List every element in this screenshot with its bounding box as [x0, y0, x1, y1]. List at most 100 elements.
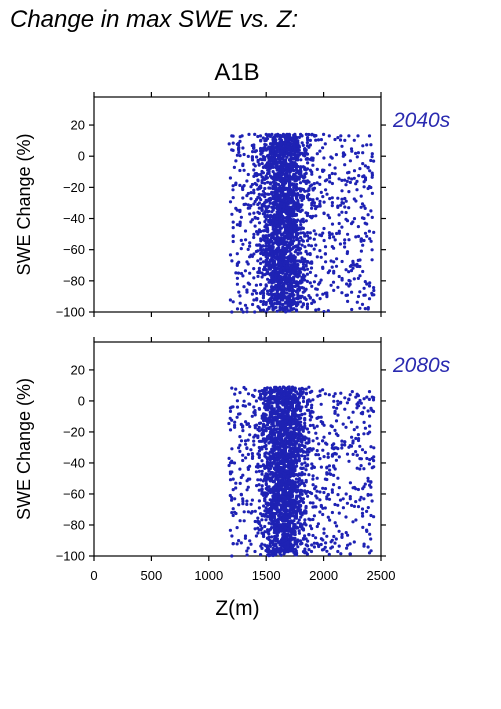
scatter-point	[369, 537, 373, 541]
scatter-point	[365, 456, 369, 461]
scatter-point	[237, 150, 241, 154]
scatter-point	[254, 465, 259, 469]
scatter-point	[298, 181, 303, 185]
scatter-point	[231, 234, 235, 239]
scatter-point	[328, 468, 332, 472]
scatter-point	[298, 209, 303, 214]
scatter-point	[281, 242, 285, 246]
scatter-point	[290, 195, 294, 200]
scatter-point	[279, 160, 284, 164]
scatter-point	[368, 424, 372, 428]
scatter-point	[337, 177, 341, 181]
scatter-point	[300, 541, 304, 546]
scatter-point	[311, 517, 315, 522]
scatter-point	[339, 134, 343, 138]
scatter-point	[366, 545, 370, 549]
scatter-point	[252, 162, 256, 166]
scatter-point	[267, 435, 271, 439]
scatter-point	[332, 442, 336, 446]
scatter-point	[260, 275, 264, 279]
scatter-point	[260, 459, 264, 463]
scatter-point	[274, 284, 278, 288]
scatter-point	[270, 163, 274, 167]
scatter-point	[257, 266, 261, 270]
scatter-point	[297, 287, 301, 291]
scatter-point	[333, 238, 337, 242]
scatter-point	[337, 274, 341, 279]
scatter-point	[286, 142, 290, 146]
scatter-point	[271, 444, 275, 448]
scatter-point	[232, 461, 237, 465]
scatter-point	[347, 270, 351, 274]
scatter-point	[259, 421, 263, 425]
scatter-point	[267, 280, 271, 284]
scatter-point	[231, 226, 235, 230]
scatter-point	[297, 472, 301, 476]
scatter-point	[310, 260, 314, 264]
scatter-point	[241, 196, 245, 200]
scatter-point	[292, 218, 296, 222]
scatter-point	[270, 239, 274, 243]
scatter-point	[238, 435, 242, 439]
scatter-point	[287, 478, 292, 482]
scatter-point	[318, 510, 322, 514]
scatter-point	[270, 251, 274, 255]
scatter-point	[255, 291, 259, 295]
scatter-point	[343, 396, 347, 400]
scatter-point	[347, 134, 351, 138]
scatter-point	[318, 457, 322, 461]
scatter-point	[275, 266, 279, 270]
scatter-point	[285, 169, 289, 174]
scatter-point	[340, 443, 344, 447]
scatter-point	[303, 534, 307, 538]
scatter-point	[362, 485, 366, 489]
scatter-point	[263, 220, 267, 224]
scatter-point	[256, 462, 260, 466]
scatter-point	[286, 237, 290, 241]
scatter-point	[372, 286, 376, 290]
scatter-point	[251, 150, 255, 154]
scatter-point	[283, 272, 287, 277]
scatter-point	[262, 504, 266, 508]
scatter-point	[359, 495, 363, 499]
scatter-point	[264, 137, 268, 141]
scatter-point	[263, 439, 267, 443]
scatter-point	[246, 422, 250, 426]
scatter-point	[268, 201, 272, 205]
scatter-point	[315, 524, 319, 529]
scatter-point	[352, 217, 357, 221]
scatter-point	[340, 532, 344, 537]
scatter-point	[292, 254, 296, 258]
y-tick-label: −80	[63, 273, 85, 288]
scatter-point	[361, 162, 365, 166]
scatter-point	[297, 170, 301, 174]
scatter-point	[248, 241, 252, 245]
scatter-point	[306, 231, 310, 235]
scatter-point	[318, 389, 322, 393]
scatter-point	[286, 515, 290, 520]
scatter-point	[292, 140, 296, 144]
scatter-point	[363, 164, 367, 168]
scatter-point	[288, 192, 292, 196]
scatter-point	[369, 209, 373, 213]
scatter-point	[256, 520, 260, 524]
scatter-point	[333, 541, 337, 545]
scatter-point	[336, 196, 340, 200]
scatter-point	[260, 484, 264, 488]
scatter-point	[274, 295, 278, 299]
scatter-point	[281, 458, 285, 463]
scatter-point	[304, 297, 308, 302]
scatter-point	[234, 486, 238, 490]
scatter-point	[341, 497, 345, 501]
scatter-point	[301, 528, 306, 532]
scatter-point	[303, 509, 307, 513]
scatter-point	[308, 447, 312, 451]
scatter-point	[236, 271, 241, 275]
scatter-point	[279, 412, 284, 416]
scatter-point	[242, 519, 246, 523]
scatter-point	[267, 209, 271, 213]
scatter-point	[271, 420, 275, 424]
scatter-point	[305, 305, 309, 309]
scatter-point	[362, 542, 366, 546]
